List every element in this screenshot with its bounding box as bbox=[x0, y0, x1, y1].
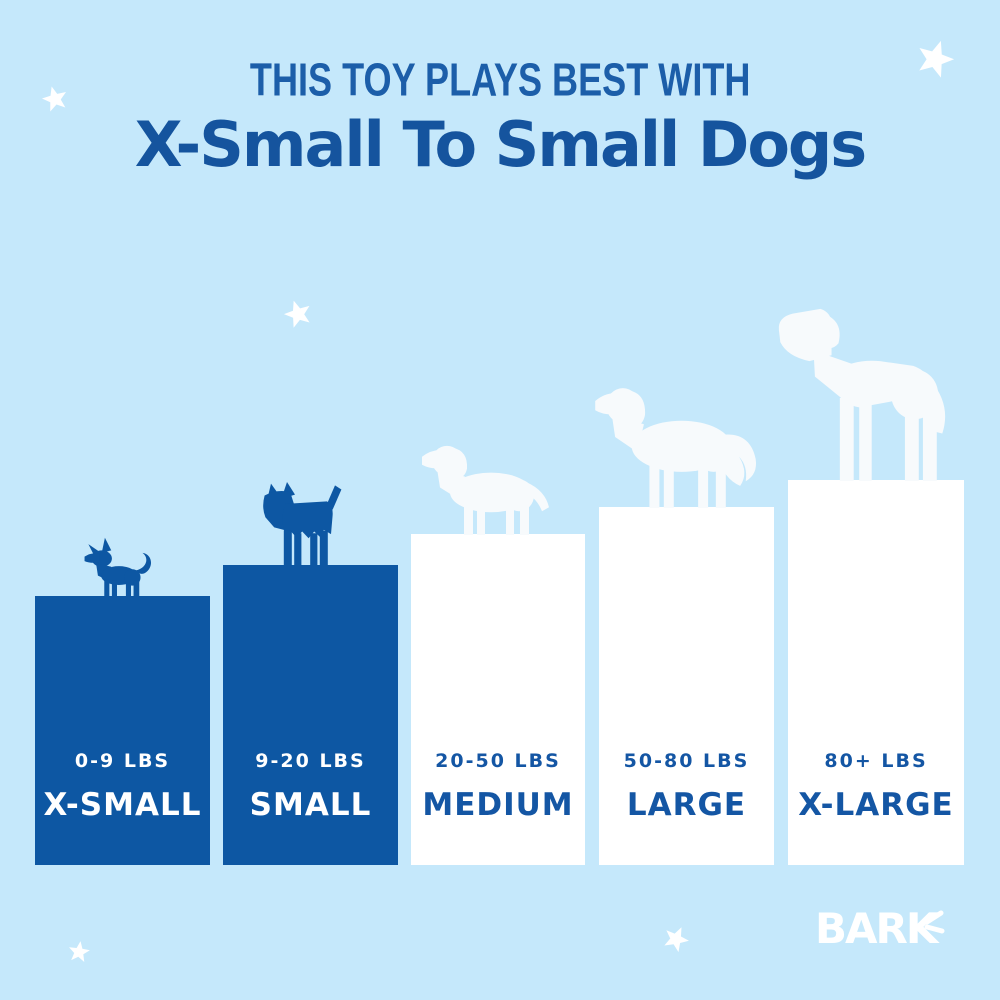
bar-label: 50-80 LBS LARGE bbox=[599, 750, 774, 823]
bar-medium: 20-50 LBS MEDIUM bbox=[411, 534, 585, 865]
bark-logo: BARK bbox=[815, 901, 955, 955]
great-dane-icon bbox=[772, 303, 952, 481]
bar-x-small: 0-9 LBS X-SMALL bbox=[35, 596, 210, 865]
labrador-icon bbox=[420, 436, 550, 535]
star-icon bbox=[911, 35, 959, 83]
terrier-icon bbox=[255, 482, 343, 566]
chihuahua-icon bbox=[82, 534, 152, 597]
bar-x-large: 80+ LBS X-LARGE bbox=[788, 480, 964, 865]
bar-label: 20-50 LBS MEDIUM bbox=[411, 750, 585, 823]
weight-range-label: 9-20 LBS bbox=[255, 750, 366, 772]
star-icon bbox=[659, 922, 694, 957]
size-name-label: X-LARGE bbox=[798, 787, 954, 823]
bark-sound-mark-icon bbox=[924, 924, 945, 934]
star-icon bbox=[280, 296, 315, 331]
bar-large: 50-80 LBS LARGE bbox=[599, 507, 774, 865]
weight-range-label: 50-80 LBS bbox=[623, 750, 750, 772]
size-name-label: SMALL bbox=[249, 787, 372, 823]
bar-label: 0-9 LBS X-SMALL bbox=[35, 750, 210, 823]
page-title: X-Small To Small Dogs bbox=[134, 108, 867, 181]
golden-retriever-icon bbox=[593, 380, 759, 508]
size-name-label: X-SMALL bbox=[43, 787, 202, 823]
star-icon bbox=[39, 83, 71, 115]
bark-sound-mark-icon bbox=[924, 910, 944, 925]
weight-range-label: 80+ LBS bbox=[824, 750, 928, 772]
size-name-label: LARGE bbox=[626, 787, 747, 823]
size-name-label: MEDIUM bbox=[422, 787, 574, 823]
star-icon bbox=[67, 940, 92, 965]
bar-small: 9-20 LBS SMALL bbox=[223, 565, 398, 865]
weight-range-label: 20-50 LBS bbox=[435, 750, 561, 772]
bar-label: 80+ LBS X-LARGE bbox=[788, 750, 964, 823]
weight-range-label: 0-9 LBS bbox=[74, 750, 171, 772]
bark-logo-text: BARK bbox=[815, 904, 940, 953]
title-block: THIS TOY PLAYS BEST WITH X-Small To Smal… bbox=[0, 54, 1000, 181]
bar-label: 9-20 LBS SMALL bbox=[223, 750, 398, 823]
title-kicker: THIS TOY PLAYS BEST WITH bbox=[249, 54, 751, 107]
